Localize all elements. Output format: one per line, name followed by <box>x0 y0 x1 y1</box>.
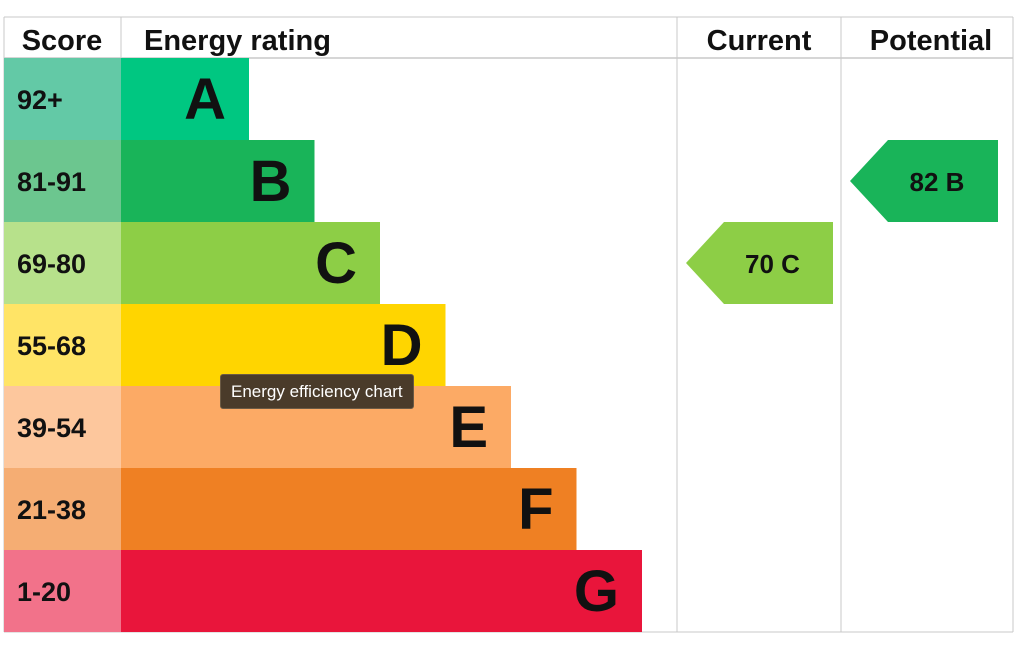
potential-rating-arrow: 82 B <box>850 140 998 222</box>
band-row-c: 69-80 C <box>4 222 380 304</box>
score-range-label: 39-54 <box>17 413 86 443</box>
score-range-label: 21-38 <box>17 495 86 525</box>
rating-bands: 92+ A 81-91 B 69-80 C 55-68 D 39-54 E 21-38 F 1-20 G <box>4 58 642 632</box>
header-score: Score <box>22 25 103 57</box>
band-letter: G <box>574 559 619 624</box>
header-potential: Potential <box>870 25 992 57</box>
score-cell <box>4 58 121 140</box>
score-cell <box>4 468 121 550</box>
band-letter: B <box>250 149 292 214</box>
column-headers: Score Energy rating Current Potential <box>22 25 993 57</box>
score-range-label: 81-91 <box>17 167 86 197</box>
score-range-label: 1-20 <box>17 577 71 607</box>
score-cell <box>4 222 121 304</box>
band-row-d: 55-68 D <box>4 304 446 386</box>
band-letter: C <box>315 231 357 296</box>
band-row-a: 92+ A <box>4 58 249 140</box>
current-rating-arrow-shape <box>686 222 833 304</box>
score-range-label: 92+ <box>17 85 63 115</box>
current-rating-arrow: 70 C <box>686 222 833 304</box>
score-cell <box>4 550 121 632</box>
band-bar-f <box>121 468 577 550</box>
band-bar-a <box>121 58 249 140</box>
score-range-label: 69-80 <box>17 249 86 279</box>
band-row-b: 81-91 B <box>4 140 315 222</box>
band-bar-b <box>121 140 315 222</box>
current-rating-arrow-label: 70 C <box>745 249 800 279</box>
band-bar-g <box>121 550 642 632</box>
header-energy-rating: Energy rating <box>144 25 331 57</box>
rating-arrows: 70 C 82 B <box>686 140 998 304</box>
header-current: Current <box>707 25 812 57</box>
score-cell <box>4 140 121 222</box>
band-row-g: 1-20 G <box>4 550 642 632</box>
band-letter: F <box>518 477 553 542</box>
potential-rating-arrow-label: 82 B <box>910 167 965 197</box>
band-bar-c <box>121 222 380 304</box>
band-bar-d <box>121 304 446 386</box>
score-cell <box>4 304 121 386</box>
chart-tooltip: Energy efficiency chart <box>220 374 414 409</box>
score-cell <box>4 386 121 468</box>
potential-rating-arrow-shape <box>850 140 998 222</box>
score-range-label: 55-68 <box>17 331 86 361</box>
band-letter: A <box>184 67 226 132</box>
band-letter: D <box>381 313 423 378</box>
band-letter: E <box>449 395 488 460</box>
band-row-f: 21-38 F <box>4 468 577 550</box>
